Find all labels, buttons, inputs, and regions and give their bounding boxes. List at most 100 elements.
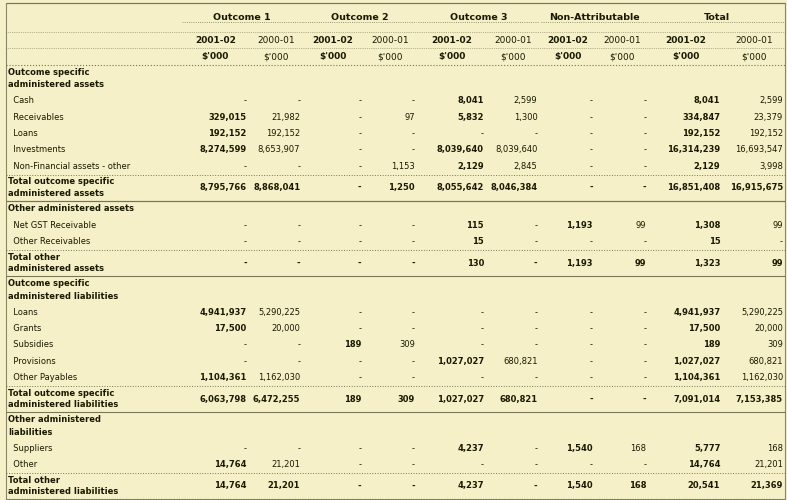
Text: -: -: [358, 444, 361, 452]
Text: -: -: [358, 146, 361, 154]
Text: -: -: [297, 258, 301, 268]
Text: -: -: [243, 258, 246, 268]
Text: -: -: [358, 129, 361, 138]
Text: -: -: [643, 394, 646, 404]
Text: -: -: [244, 340, 246, 349]
Text: 16,915,675: 16,915,675: [730, 183, 783, 192]
Text: -: -: [358, 373, 361, 382]
Text: -: -: [644, 96, 646, 106]
Text: -: -: [590, 162, 593, 171]
Text: $'000: $'000: [320, 52, 347, 61]
Text: -: -: [357, 183, 361, 192]
Text: 2000-01: 2000-01: [494, 36, 532, 44]
Text: 21,369: 21,369: [751, 482, 783, 490]
Text: 17,500: 17,500: [215, 324, 246, 333]
Text: -: -: [412, 460, 415, 469]
Text: -: -: [412, 96, 415, 106]
Text: -: -: [590, 129, 593, 138]
Text: -: -: [244, 237, 246, 246]
Text: 2001-02: 2001-02: [431, 36, 472, 44]
Text: 8,653,907: 8,653,907: [258, 146, 301, 154]
Text: -: -: [780, 237, 783, 246]
Text: -: -: [412, 357, 415, 366]
Text: 8,795,766: 8,795,766: [200, 183, 246, 192]
Text: 2000-01: 2000-01: [603, 36, 641, 44]
Text: 192,152: 192,152: [749, 129, 783, 138]
Text: -: -: [412, 324, 415, 333]
Text: -: -: [589, 394, 593, 404]
Text: -: -: [644, 340, 646, 349]
Text: 8,868,041: 8,868,041: [253, 183, 301, 192]
Text: 14,764: 14,764: [214, 482, 246, 490]
Text: Total outcome specific: Total outcome specific: [8, 389, 114, 398]
Text: 2000-01: 2000-01: [257, 36, 294, 44]
Text: -: -: [534, 237, 538, 246]
Text: -: -: [534, 129, 538, 138]
Text: -: -: [643, 183, 646, 192]
Text: 1,308: 1,308: [694, 221, 720, 230]
Text: 99: 99: [771, 258, 783, 268]
Text: -: -: [644, 237, 646, 246]
Text: Provisions: Provisions: [8, 357, 56, 366]
Text: -: -: [481, 129, 484, 138]
Text: 8,041: 8,041: [694, 96, 720, 106]
Text: -: -: [244, 444, 246, 452]
Text: -: -: [590, 373, 593, 382]
Text: $'000: $'000: [609, 52, 635, 61]
Text: -: -: [644, 324, 646, 333]
Text: 1,162,030: 1,162,030: [258, 373, 301, 382]
Text: Outcome 2: Outcome 2: [331, 12, 389, 22]
Text: -: -: [481, 373, 484, 382]
Text: 3,998: 3,998: [759, 162, 783, 171]
Text: 189: 189: [703, 340, 720, 349]
Text: -: -: [357, 482, 361, 490]
Text: -: -: [534, 324, 538, 333]
Text: administered liabilities: administered liabilities: [8, 292, 118, 300]
Text: 189: 189: [344, 394, 361, 404]
Text: -: -: [297, 162, 301, 171]
Text: Receivables: Receivables: [8, 112, 64, 122]
Text: 4,941,937: 4,941,937: [200, 308, 246, 316]
Text: Total other: Total other: [8, 253, 60, 262]
Text: 168: 168: [629, 482, 646, 490]
Text: Total other: Total other: [8, 476, 60, 484]
Text: administered assets: administered assets: [8, 80, 104, 90]
Text: -: -: [644, 129, 646, 138]
Text: 8,041: 8,041: [457, 96, 484, 106]
Text: 309: 309: [397, 394, 415, 404]
Text: 1,027,027: 1,027,027: [437, 394, 484, 404]
Text: 20,000: 20,000: [754, 324, 783, 333]
Text: Other: Other: [8, 460, 37, 469]
Text: 4,237: 4,237: [457, 482, 484, 490]
Text: 21,201: 21,201: [272, 460, 301, 469]
Text: 1,104,361: 1,104,361: [673, 373, 720, 382]
Text: 334,847: 334,847: [682, 112, 720, 122]
Text: -: -: [358, 162, 361, 171]
Text: 7,091,014: 7,091,014: [673, 394, 720, 404]
Text: -: -: [534, 340, 538, 349]
Text: Outcome 3: Outcome 3: [449, 12, 508, 22]
Text: -: -: [644, 146, 646, 154]
Text: -: -: [534, 444, 538, 452]
Text: -: -: [644, 357, 646, 366]
Text: -: -: [358, 357, 361, 366]
Text: $'000: $'000: [378, 52, 403, 61]
Text: -: -: [644, 308, 646, 316]
Text: -: -: [358, 96, 361, 106]
Text: 7,153,385: 7,153,385: [736, 394, 783, 404]
Text: -: -: [589, 183, 593, 192]
Text: 14,764: 14,764: [214, 460, 246, 469]
Text: 1,193: 1,193: [567, 258, 593, 268]
Text: 2,599: 2,599: [514, 96, 538, 106]
Text: 21,982: 21,982: [272, 112, 301, 122]
Text: $'000: $'000: [263, 52, 289, 61]
Text: 14,764: 14,764: [688, 460, 720, 469]
Text: liabilities: liabilities: [8, 428, 52, 436]
Text: 1,153: 1,153: [391, 162, 415, 171]
Text: 6,063,798: 6,063,798: [200, 394, 246, 404]
Text: 329,015: 329,015: [209, 112, 246, 122]
Text: 99: 99: [635, 258, 646, 268]
Text: -: -: [244, 221, 246, 230]
Text: $'000: $'000: [201, 52, 229, 61]
Text: $'000: $'000: [672, 52, 700, 61]
